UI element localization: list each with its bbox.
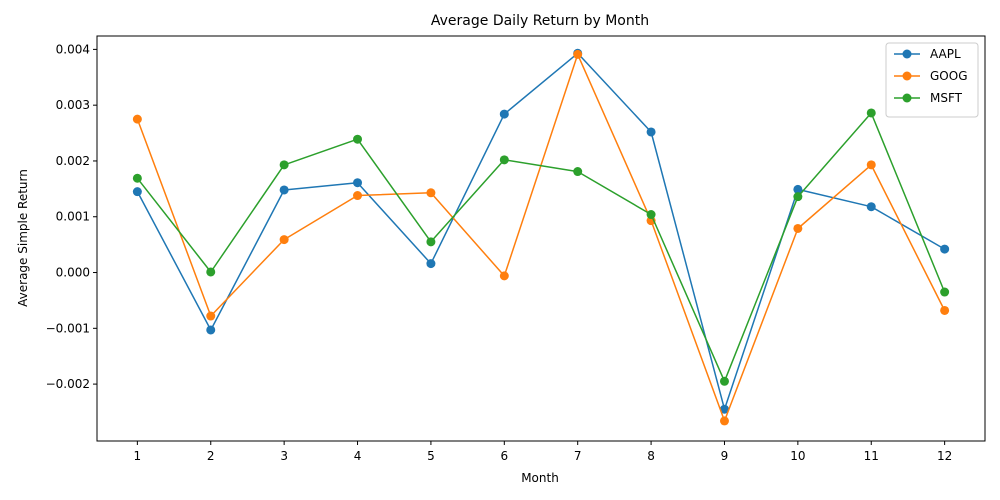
data-point-aapl (426, 259, 436, 269)
data-point-aapl (499, 109, 509, 119)
data-point-msft (719, 376, 729, 386)
data-point-goog (279, 235, 289, 245)
x-tick-label: 6 (500, 449, 508, 463)
legend-label: AAPL (930, 47, 961, 61)
legend-marker-msft (902, 93, 912, 103)
chart-title: Average Daily Return by Month (431, 13, 649, 29)
x-tick-label: 12 (937, 449, 952, 463)
data-point-aapl (793, 184, 803, 194)
y-axis: −0.002 −0.001 0.000 0.001 0.002 0.003 0.004 (46, 42, 97, 391)
y-tick-label: 0.000 (56, 266, 90, 280)
data-point-aapl (940, 244, 950, 254)
data-point-goog (793, 223, 803, 233)
x-tick-label: 10 (790, 449, 805, 463)
y-tick-label: 0.002 (56, 154, 90, 168)
x-tick-label: 5 (427, 449, 435, 463)
legend-label: GOOG (930, 69, 968, 83)
data-point-goog (499, 271, 509, 281)
y-tick-label: 0.004 (56, 42, 90, 56)
data-point-aapl (132, 187, 142, 197)
data-point-goog (206, 311, 216, 321)
y-tick-label: −0.002 (46, 377, 90, 391)
data-point-msft (426, 237, 436, 247)
x-axis-title: Month (521, 471, 559, 485)
legend-marker-aapl (902, 49, 912, 59)
plot-area (132, 48, 950, 426)
data-point-msft (573, 167, 583, 177)
x-tick-label: 4 (354, 449, 362, 463)
series-line-aapl (136, 52, 945, 410)
data-point-msft (132, 173, 142, 183)
plot-frame (96, 35, 986, 442)
x-tick-label: 7 (574, 449, 582, 463)
legend-label: MSFT (930, 91, 963, 105)
data-point-aapl (279, 185, 289, 195)
y-tick-label: 0.003 (56, 98, 90, 112)
x-tick-label: 11 (864, 449, 879, 463)
data-point-goog (132, 114, 142, 124)
data-point-msft (499, 155, 509, 165)
x-axis: 1 2 3 4 5 6 7 8 9 10 11 12 (134, 441, 952, 463)
data-point-aapl (646, 127, 656, 137)
x-tick-label: 9 (721, 449, 729, 463)
data-point-aapl (719, 404, 729, 414)
x-tick-label: 2 (207, 449, 215, 463)
data-point-goog (940, 305, 950, 315)
data-point-goog (719, 416, 729, 426)
data-point-msft (206, 267, 216, 277)
legend-marker-goog (902, 71, 912, 81)
data-point-goog (353, 191, 363, 201)
data-point-aapl (206, 325, 216, 335)
data-point-msft (353, 134, 363, 144)
data-point-aapl (353, 178, 363, 188)
y-tick-label: 0.001 (56, 210, 90, 224)
data-point-goog (573, 49, 583, 59)
x-tick-label: 3 (280, 449, 288, 463)
data-point-aapl (866, 202, 876, 212)
y-tick-label: −0.001 (46, 321, 90, 335)
data-point-msft (940, 287, 950, 297)
x-tick-label: 1 (134, 449, 142, 463)
data-point-msft (866, 108, 876, 118)
data-point-msft (646, 210, 656, 220)
data-point-goog (866, 160, 876, 170)
data-point-msft (279, 160, 289, 170)
data-point-msft (793, 192, 803, 202)
data-point-goog (426, 188, 436, 198)
legend: AAPL GOOG MSFT (885, 42, 979, 118)
y-axis-title: Average Simple Return (16, 169, 30, 307)
series-line-msft (136, 112, 946, 383)
x-tick-label: 8 (647, 449, 655, 463)
